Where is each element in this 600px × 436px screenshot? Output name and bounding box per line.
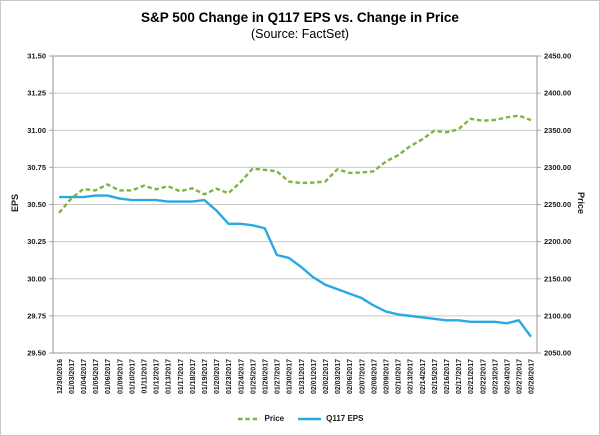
- svg-text:2400.00: 2400.00: [544, 89, 571, 98]
- price-series-line: [58, 114, 532, 214]
- svg-text:01/11/2017: 01/11/2017: [141, 359, 148, 394]
- legend-label-price: Price: [264, 414, 285, 423]
- svg-text:01/30/2017: 01/30/2017: [287, 359, 294, 394]
- svg-text:02/03/2017: 02/03/2017: [335, 359, 342, 394]
- svg-text:02/09/2017: 02/09/2017: [383, 359, 390, 394]
- svg-text:02/01/2017: 02/01/2017: [311, 359, 318, 394]
- svg-text:2050.00: 2050.00: [544, 349, 571, 358]
- svg-text:02/14/2017: 02/14/2017: [420, 359, 427, 394]
- svg-text:29.75: 29.75: [27, 311, 46, 320]
- svg-text:02/07/2017: 02/07/2017: [359, 359, 366, 394]
- gridlines: [53, 92, 537, 317]
- svg-text:2300.00: 2300.00: [544, 163, 571, 172]
- svg-text:31.50: 31.50: [27, 52, 46, 61]
- svg-text:01/18/2017: 01/18/2017: [190, 359, 197, 394]
- svg-text:01/13/2017: 01/13/2017: [166, 359, 173, 394]
- plot-border: [49, 55, 541, 354]
- y-axis-right-tick-labels: 2450.00 2400.00 2350.00 2300.00 2250.00 2200.…: [544, 52, 571, 358]
- svg-text:02/13/2017: 02/13/2017: [408, 359, 415, 394]
- eps-series-line: [59, 194, 532, 338]
- svg-text:2250.00: 2250.00: [544, 200, 571, 209]
- svg-text:02/06/2017: 02/06/2017: [347, 359, 354, 394]
- svg-text:2350.00: 2350.00: [544, 126, 571, 135]
- svg-text:2200.00: 2200.00: [544, 237, 571, 246]
- svg-text:01/10/2017: 01/10/2017: [129, 359, 136, 394]
- svg-text:01/12/2017: 01/12/2017: [154, 359, 161, 394]
- legend-item-price: Price: [237, 414, 285, 423]
- svg-text:02/17/2017: 02/17/2017: [456, 359, 463, 394]
- svg-text:01/23/2017: 01/23/2017: [226, 359, 233, 394]
- svg-text:02/28/2017: 02/28/2017: [529, 359, 536, 394]
- svg-text:30.25: 30.25: [27, 237, 46, 246]
- svg-text:30.50: 30.50: [27, 200, 46, 209]
- eps-solid-line-icon: [298, 417, 322, 420]
- svg-text:30.00: 30.00: [27, 274, 46, 283]
- svg-text:01/06/2017: 01/06/2017: [105, 359, 112, 394]
- page-title: S&P 500 Change in Q117 EPS vs. Change in…: [141, 10, 459, 25]
- svg-text:01/20/2017: 01/20/2017: [214, 359, 221, 394]
- svg-text:01/26/2017: 01/26/2017: [262, 359, 269, 394]
- svg-text:01/04/2017: 01/04/2017: [81, 359, 88, 394]
- svg-text:02/22/2017: 02/22/2017: [480, 359, 487, 394]
- y-axis-left-tick-labels: 31.50 31.25 31.00 30.75 30.50 30.25 30.00 29.75…: [27, 52, 46, 358]
- svg-text:2150.00: 2150.00: [544, 274, 571, 283]
- svg-text:02/23/2017: 02/23/2017: [492, 359, 499, 394]
- x-axis-tick-labels: 12/30/2016 01/03/2017 01/04/2017 01/05/2017…: [57, 359, 536, 394]
- chart-legend: Price Q117 EPS: [1, 414, 599, 423]
- page-subtitle: (Source: FactSet): [251, 27, 349, 41]
- svg-text:01/27/2017: 01/27/2017: [275, 359, 282, 394]
- svg-text:31.25: 31.25: [27, 89, 46, 98]
- svg-text:02/08/2017: 02/08/2017: [371, 359, 378, 394]
- svg-text:02/15/2017: 02/15/2017: [432, 359, 439, 394]
- svg-text:01/03/2017: 01/03/2017: [69, 359, 76, 394]
- svg-text:01/24/2017: 01/24/2017: [238, 359, 245, 394]
- svg-text:01/09/2017: 01/09/2017: [117, 359, 124, 394]
- svg-text:12/30/2016: 12/30/2016: [57, 359, 64, 394]
- svg-text:30.75: 30.75: [27, 163, 46, 172]
- svg-text:02/16/2017: 02/16/2017: [444, 359, 451, 394]
- svg-text:2100.00: 2100.00: [544, 311, 571, 320]
- svg-text:01/19/2017: 01/19/2017: [202, 359, 209, 394]
- legend-item-q117-eps: Q117 EPS: [297, 414, 363, 423]
- svg-text:02/02/2017: 02/02/2017: [323, 359, 330, 394]
- svg-text:29.50: 29.50: [27, 349, 46, 358]
- svg-text:31.00: 31.00: [27, 126, 46, 135]
- legend-label-q117-eps: Q117 EPS: [326, 414, 364, 423]
- svg-text:01/31/2017: 01/31/2017: [299, 359, 306, 394]
- svg-text:01/17/2017: 01/17/2017: [178, 359, 185, 394]
- svg-text:02/27/2017: 02/27/2017: [517, 359, 524, 394]
- svg-text:02/24/2017: 02/24/2017: [504, 359, 511, 394]
- svg-text:02/21/2017: 02/21/2017: [468, 359, 475, 394]
- svg-text:02/10/2017: 02/10/2017: [396, 359, 403, 394]
- price-dashed-line-icon: [237, 417, 260, 420]
- svg-text:01/05/2017: 01/05/2017: [93, 359, 100, 394]
- svg-text:2450.00: 2450.00: [544, 52, 571, 61]
- svg-text:01/25/2017: 01/25/2017: [250, 359, 257, 394]
